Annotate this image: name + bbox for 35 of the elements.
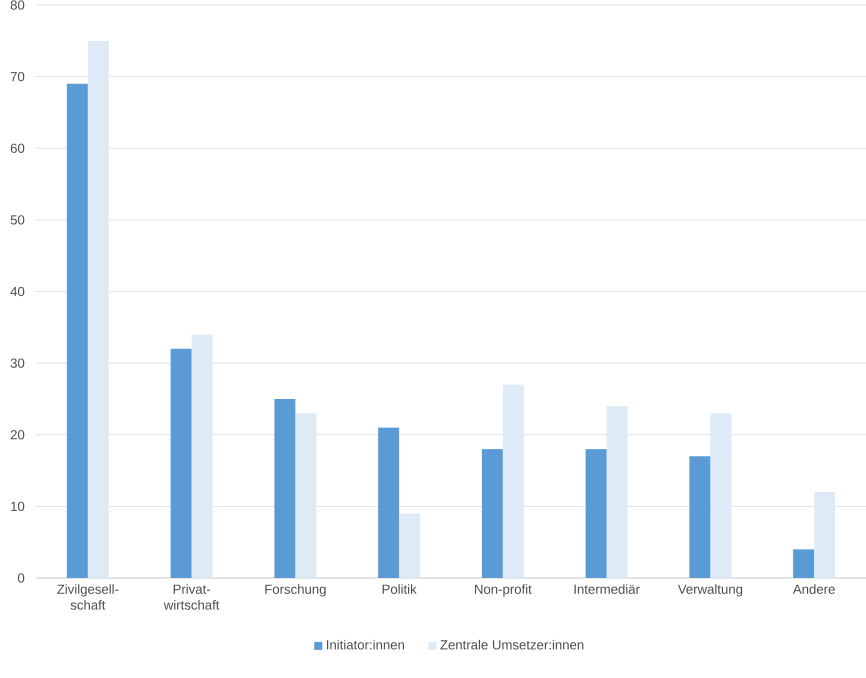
legend-label: Zentrale Umsetzer:innen	[440, 640, 584, 650]
bar	[814, 492, 836, 578]
bar	[586, 449, 607, 578]
y-tick-label: 60	[10, 144, 24, 153]
bar	[689, 456, 710, 578]
bar	[606, 406, 628, 578]
x-tick-label: Zivilgesell-schaft	[57, 584, 118, 610]
bar	[274, 398, 296, 578]
bar	[378, 428, 400, 578]
x-tick-label: Andere	[792, 584, 835, 594]
bar	[793, 549, 814, 578]
bar	[170, 348, 192, 578]
y-tick-label: 40	[10, 286, 24, 296]
y-tick-label: 30	[10, 358, 24, 368]
x-tick-label: Intermediär	[574, 584, 640, 594]
x-tick-label: Privat-wirtschaft	[164, 584, 220, 610]
bar	[399, 514, 420, 578]
x-tick-label: Forschung	[265, 584, 326, 596]
y-tick-label: 70	[10, 72, 24, 82]
y-tick-label: 0	[18, 573, 24, 583]
bar	[88, 40, 109, 578]
bar	[502, 384, 524, 578]
x-tick-label: Verwaltung	[678, 584, 742, 596]
bar	[710, 413, 732, 578]
x-tick-label: Non-profit	[475, 584, 532, 596]
legend-label: Initiator:innen	[326, 640, 404, 650]
bar	[295, 413, 316, 578]
bar	[66, 84, 88, 578]
y-tick-label: 10	[11, 502, 24, 512]
bar	[192, 334, 213, 578]
y-tick-label: 20	[10, 430, 24, 440]
y-tick-label: 80	[10, 0, 24, 10]
y-tick-label: 50	[10, 215, 24, 225]
bar	[482, 449, 503, 578]
x-tick-label: Politik	[382, 584, 417, 594]
